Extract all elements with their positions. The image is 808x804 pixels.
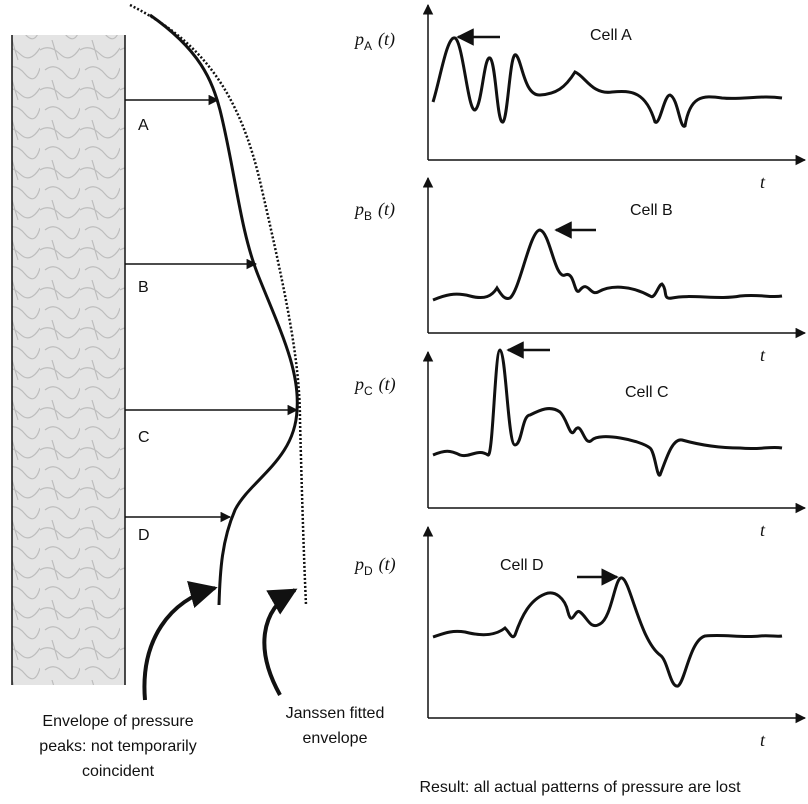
y-subscript: B bbox=[364, 209, 372, 223]
cell-label: A bbox=[138, 117, 149, 134]
x-axis-label: t bbox=[760, 520, 766, 540]
y-subscript: A bbox=[364, 39, 372, 53]
y-axis-label: pC (t) bbox=[353, 374, 396, 398]
cell-label: B bbox=[138, 279, 149, 296]
cell-label: C bbox=[138, 429, 150, 446]
y-arg: (t) bbox=[378, 199, 395, 220]
caption: coincident bbox=[82, 763, 155, 780]
caption: Envelope of pressure bbox=[42, 713, 193, 730]
cell-label: D bbox=[138, 527, 150, 544]
caption: envelope bbox=[303, 730, 368, 747]
y-axis-label: pD (t) bbox=[353, 554, 396, 578]
y-arg: (t) bbox=[378, 29, 395, 50]
pressure-signal bbox=[432, 576, 783, 688]
y-subscript: D bbox=[364, 564, 373, 578]
y-axis-label: pB (t) bbox=[353, 199, 395, 223]
pointer-arrow bbox=[142, 580, 218, 701]
plot-title: Cell A bbox=[590, 27, 632, 44]
pressure-signal bbox=[432, 348, 783, 477]
force-arrows bbox=[125, 94, 299, 523]
y-arg: (t) bbox=[379, 554, 396, 575]
pointer-arrow bbox=[262, 588, 298, 696]
x-axis-label: t bbox=[760, 172, 766, 192]
y-symbol: p bbox=[353, 374, 364, 394]
y-symbol: p bbox=[353, 554, 364, 574]
plot-title: Cell C bbox=[625, 384, 669, 401]
pressure-signal bbox=[431, 36, 783, 128]
plot-title: Cell B bbox=[630, 202, 673, 219]
y-axis-label: pA (t) bbox=[353, 29, 395, 53]
x-axis-label: t bbox=[760, 730, 766, 750]
y-subscript: C bbox=[364, 384, 373, 398]
plot-title: Cell D bbox=[500, 557, 544, 574]
pressure-signal bbox=[432, 228, 783, 302]
y-symbol: p bbox=[353, 199, 364, 219]
janssen-curve bbox=[129, 3, 308, 606]
y-arg: (t) bbox=[379, 374, 396, 395]
x-axis-label: t bbox=[760, 345, 766, 365]
y-symbol: p bbox=[353, 29, 364, 49]
caption: peaks: not temporarily bbox=[39, 738, 196, 755]
wall bbox=[12, 35, 125, 685]
caption: Janssen fitted bbox=[286, 705, 385, 722]
caption: Result: all actual patterns of pressure … bbox=[419, 779, 741, 796]
